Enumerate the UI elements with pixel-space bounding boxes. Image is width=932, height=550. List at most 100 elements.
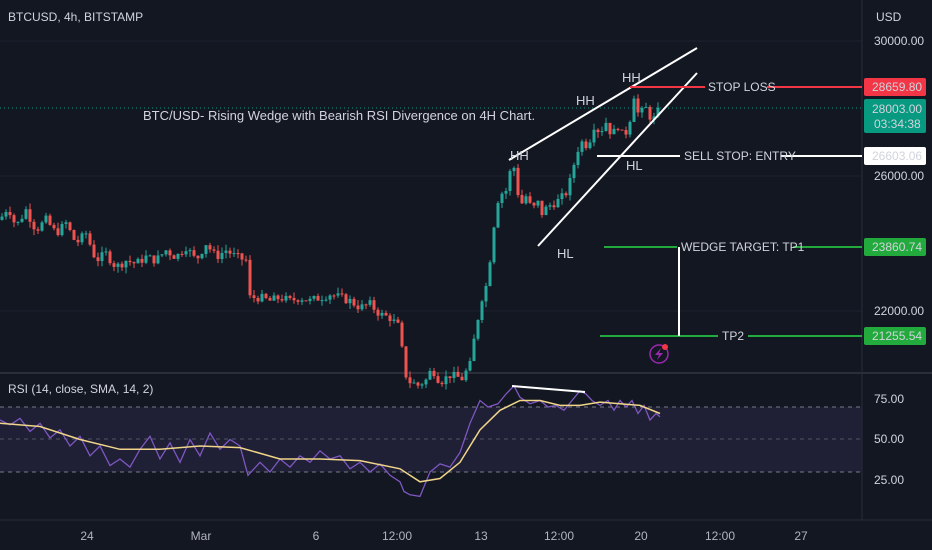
tp1-price-badge[interactable]: 23860.74 xyxy=(864,238,926,256)
candle-body-94 xyxy=(376,309,380,316)
price-tick-30000: 30000.00 xyxy=(874,34,924,48)
candle-body-139 xyxy=(556,198,560,208)
rsi-divergence-line[interactable] xyxy=(511,385,586,393)
candle-body-148 xyxy=(592,129,596,143)
rsi-tick-25: 25.00 xyxy=(874,473,904,487)
rsi-pane xyxy=(0,406,862,473)
candle-body-3 xyxy=(12,215,16,223)
entry-price-badge[interactable]: 26603.06 xyxy=(864,147,926,165)
candle-body-147 xyxy=(588,142,592,149)
tp2-price-badge[interactable]: 21255.54 xyxy=(864,327,926,345)
rsi-tick-75: 75.00 xyxy=(874,392,904,406)
wedge-lower-line[interactable] xyxy=(537,72,698,247)
candle-body-102 xyxy=(408,377,412,384)
candle-body-41 xyxy=(164,250,168,255)
stop-loss-label: STOP LOSS xyxy=(708,80,776,94)
candle-body-160 xyxy=(640,107,644,113)
candle-body-116 xyxy=(464,370,468,381)
time-tick-0: 24 xyxy=(80,529,94,543)
candle-body-129 xyxy=(516,167,520,196)
candle-body-49 xyxy=(196,255,200,259)
time-axis[interactable]: 24 Mar 6 12:00 13 12:00 20 12:00 27 xyxy=(80,529,808,543)
label-hh-2: HH xyxy=(576,93,595,108)
lightning-icon[interactable] xyxy=(649,344,669,364)
candle-body-117 xyxy=(468,361,472,371)
candle-body-36 xyxy=(144,255,148,263)
candle-body-92 xyxy=(368,300,372,305)
candle-body-140 xyxy=(560,193,564,199)
rsi-line xyxy=(0,384,661,498)
candle-body-69 xyxy=(276,295,280,300)
candle-body-154 xyxy=(616,128,620,130)
candle-body-35 xyxy=(140,258,144,263)
chart-title: BTC/USD- Rising Wedge with Bearish RSI D… xyxy=(143,108,535,123)
candle-body-150 xyxy=(600,131,604,133)
last-price-badge[interactable]: 28003.00 03:34:38 xyxy=(864,99,926,133)
candle-body-143 xyxy=(572,164,576,179)
svg-text:28659.80: 28659.80 xyxy=(872,80,922,94)
candle-body-100 xyxy=(400,322,404,347)
candle-body-11 xyxy=(44,215,48,223)
candle-body-53 xyxy=(212,249,216,251)
candle-body-12 xyxy=(48,215,52,225)
candle-body-19 xyxy=(76,239,80,243)
candle-body-26 xyxy=(104,251,108,253)
candle-body-153 xyxy=(612,128,616,135)
candle-body-81 xyxy=(324,299,328,301)
candle-body-119 xyxy=(476,319,480,339)
time-tick-5: 12:00 xyxy=(544,529,574,543)
candle-body-107 xyxy=(428,370,432,380)
candle-body-134 xyxy=(536,200,540,206)
tp1-label: WEDGE TARGET: TP1 xyxy=(681,240,805,254)
candle-body-141 xyxy=(564,193,568,196)
candle-body-54 xyxy=(216,250,220,259)
candle-body-28 xyxy=(112,263,116,267)
candle-body-9 xyxy=(36,229,40,231)
candle-body-127 xyxy=(508,171,512,191)
price-tick-26000: 26000.00 xyxy=(874,169,924,183)
candle-body-161 xyxy=(644,107,648,109)
svg-text:26603.06: 26603.06 xyxy=(872,149,922,163)
candle-body-22 xyxy=(88,233,92,245)
candle-body-67 xyxy=(268,297,272,301)
candle-body-55 xyxy=(220,252,224,259)
candle-body-60 xyxy=(240,253,244,260)
candle-body-96 xyxy=(384,312,388,316)
candle-body-79 xyxy=(316,296,320,301)
candle-body-114 xyxy=(456,371,460,377)
label-hl-2: HL xyxy=(626,158,643,173)
candle-body-74 xyxy=(296,300,300,302)
candle-body-82 xyxy=(328,295,332,300)
candle-body-103 xyxy=(412,382,416,384)
candle-body-21 xyxy=(84,233,88,235)
candle-body-50 xyxy=(200,253,204,259)
candle-body-88 xyxy=(352,298,356,306)
time-tick-4: 13 xyxy=(474,529,488,543)
time-tick-7: 12:00 xyxy=(705,529,735,543)
symbol-title[interactable]: BTCUSD, 4h, BITSTAMP xyxy=(8,10,143,24)
candle-body-132 xyxy=(528,196,532,203)
rsi-title[interactable]: RSI (14, close, SMA, 14, 2) xyxy=(8,382,153,396)
wedge-upper-line[interactable] xyxy=(508,47,698,161)
candle-body-70 xyxy=(280,299,284,301)
candle-body-25 xyxy=(100,252,104,262)
candle-body-33 xyxy=(132,262,136,264)
candle-body-152 xyxy=(608,122,612,135)
candle-body-43 xyxy=(172,255,176,259)
candle-body-163 xyxy=(652,116,656,120)
candle-body-68 xyxy=(272,295,276,301)
candle-body-149 xyxy=(596,129,600,133)
candle-body-151 xyxy=(604,122,608,132)
candle-body-76 xyxy=(304,300,308,302)
stop-loss-price-badge[interactable]: 28659.80 xyxy=(864,78,926,96)
candle-body-128 xyxy=(512,167,516,172)
candle-body-46 xyxy=(184,251,188,255)
candle-body-10 xyxy=(40,222,44,231)
candle-body-86 xyxy=(344,294,348,304)
time-tick-1: Mar xyxy=(191,529,212,543)
candle-body-137 xyxy=(548,205,552,207)
candle-body-7 xyxy=(28,209,32,222)
candle-body-130 xyxy=(520,195,524,204)
